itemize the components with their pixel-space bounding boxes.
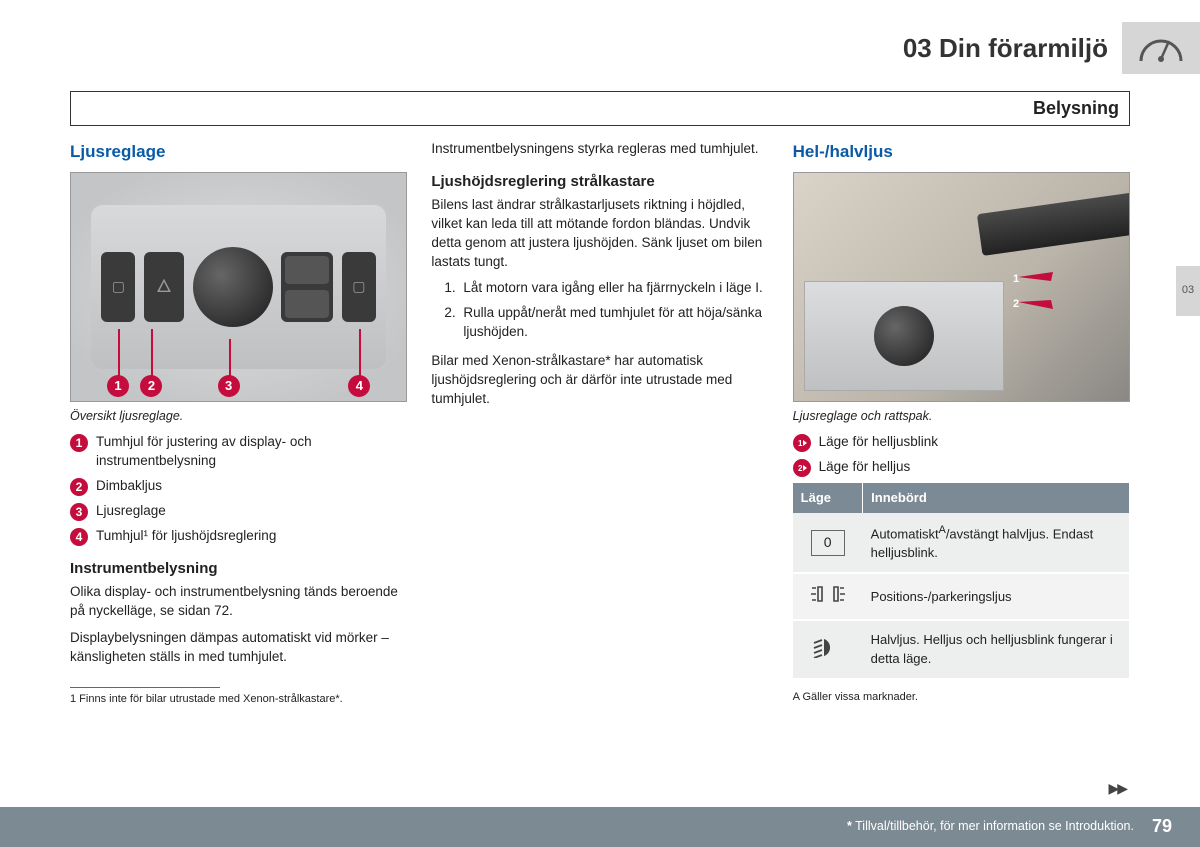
mode-cell (793, 620, 863, 678)
section-bar: Belysning (70, 91, 1130, 126)
parking-light-icon (808, 584, 848, 604)
legend-num: 1 (70, 434, 88, 452)
callout-2: 2 (140, 375, 162, 397)
arrow-badge-icon: 2 (793, 459, 811, 477)
footer-note: * Tillval/tillbehör, för mer information… (847, 818, 1134, 836)
legend-text: Ljusreglage (96, 502, 166, 521)
svg-text:2: 2 (1013, 298, 1019, 310)
legend-arrow-1: 1 Läge för helljusblink (793, 433, 1130, 452)
col2-subtitle: Ljushöjdsreglering strålkastare (431, 171, 768, 192)
modes-table: Läge Innebörd 0 AutomatisktA/avstängt ha… (793, 483, 1130, 679)
thumbwheel-height: ▢ (342, 252, 376, 322)
step-2: Rulla uppåt/neråt med tumhjulet för att … (459, 304, 768, 342)
svg-text:2: 2 (798, 464, 803, 473)
figure1-caption: Översikt ljusreglage. (70, 408, 407, 426)
fog-light-button: 🜂 (144, 252, 184, 322)
gauge-icon (1122, 22, 1200, 74)
legend-num: 4 (70, 528, 88, 546)
table-row: Positions-/parkeringsljus (793, 573, 1130, 620)
th-meaning: Innebörd (863, 483, 1130, 513)
legend-text: Dimbakljus (96, 477, 162, 496)
legend-item-2: 2 Dimbakljus (70, 477, 407, 496)
inset-knob (874, 306, 934, 366)
arrow-badge-icon: 1 (793, 434, 811, 452)
mode-zero: 0 (811, 530, 845, 556)
col3-title: Hel-/halvljus (793, 140, 1130, 164)
table-row: Halvljus. Helljus och helljusblink funge… (793, 620, 1130, 678)
desc-cell: AutomatisktA/avstängt halvljus. Endast h… (863, 513, 1130, 573)
side-tab: 03 (1176, 266, 1200, 316)
chapter-header: 03 Din förarmiljö (903, 22, 1200, 74)
col1-title: Ljusreglage (70, 140, 407, 164)
page-number: 79 (1152, 814, 1172, 839)
legend-item-1: 1 Tumhjul för justering av display- och … (70, 433, 407, 471)
section-title: Belysning (1033, 98, 1119, 118)
col2-p0: Instrumentbelysningens styrka regleras m… (431, 140, 768, 159)
footer-bar: * Tillval/tillbehör, för mer information… (0, 807, 1200, 847)
control-panel: ▢ 🜂 ▢ (91, 205, 386, 369)
chapter-title: 03 Din förarmiljö (903, 30, 1122, 66)
th-mode: Läge (793, 483, 863, 513)
motion-arrows-icon: 1 2 (1013, 267, 1073, 323)
svg-text:1: 1 (1013, 273, 1019, 285)
table-row: 0 AutomatisktA/avstängt halvljus. Endast… (793, 513, 1130, 573)
legend-arrow-text: Läge för helljusblink (819, 433, 938, 452)
lowbeam-icon (808, 636, 848, 658)
callout-3: 3 (218, 375, 240, 397)
col2-p2: Bilar med Xenon-strålkastare* har automa… (431, 352, 768, 409)
light-knob (193, 247, 273, 327)
figure-stalk: 1 2 (793, 172, 1130, 402)
callout-1: 1 (107, 375, 129, 397)
footnote-rule (70, 687, 220, 688)
legend-text: Tumhjul för justering av display- och in… (96, 433, 407, 471)
inset-panel (804, 281, 1004, 391)
aux-buttons (281, 252, 333, 322)
col1-p2: Displaybelysningen dämpas automatiskt vi… (70, 629, 407, 667)
legend-item-4: 4 Tumhjul¹ för ljushöjdsreglering (70, 527, 407, 546)
desc-cell: Halvljus. Helljus och helljusblink funge… (863, 620, 1130, 678)
col1-p1: Olika display- och instrumentbelysning t… (70, 583, 407, 621)
col1-subtitle: Instrumentbelysning (70, 558, 407, 579)
footnote-1: 1 Finns inte för bilar utrustade med Xen… (70, 692, 407, 707)
steering-stalk (977, 192, 1130, 256)
step-1: Låt motorn vara igång eller ha fjärrnyck… (459, 279, 768, 298)
figure-light-controls: ▢ 🜂 ▢ 1 2 3 4 (70, 172, 407, 402)
desc-cell: Positions-/parkeringsljus (863, 573, 1130, 620)
callout-4: 4 (348, 375, 370, 397)
footnote-A: A Gäller vissa marknader. (793, 690, 1130, 705)
mode-cell (793, 573, 863, 620)
mode-cell: 0 (793, 513, 863, 573)
steps-list: Låt motorn vara igång eller ha fjärrnyck… (431, 279, 768, 342)
legend-text: Tumhjul¹ för ljushöjdsreglering (96, 527, 276, 546)
legend-arrow-text: Läge för helljus (819, 458, 911, 477)
continue-arrows-icon: ▶▶ (1108, 779, 1126, 799)
thumbwheel-display: ▢ (101, 252, 135, 322)
svg-text:1: 1 (798, 439, 803, 448)
figure2-caption: Ljusreglage och rattspak. (793, 408, 1130, 426)
legend-num: 2 (70, 478, 88, 496)
legend-num: 3 (70, 503, 88, 521)
col2-p1: Bilens last ändrar strålkastarljusets ri… (431, 196, 768, 272)
legend-item-3: 3 Ljusreglage (70, 502, 407, 521)
legend-arrow-2: 2 Läge för helljus (793, 458, 1130, 477)
